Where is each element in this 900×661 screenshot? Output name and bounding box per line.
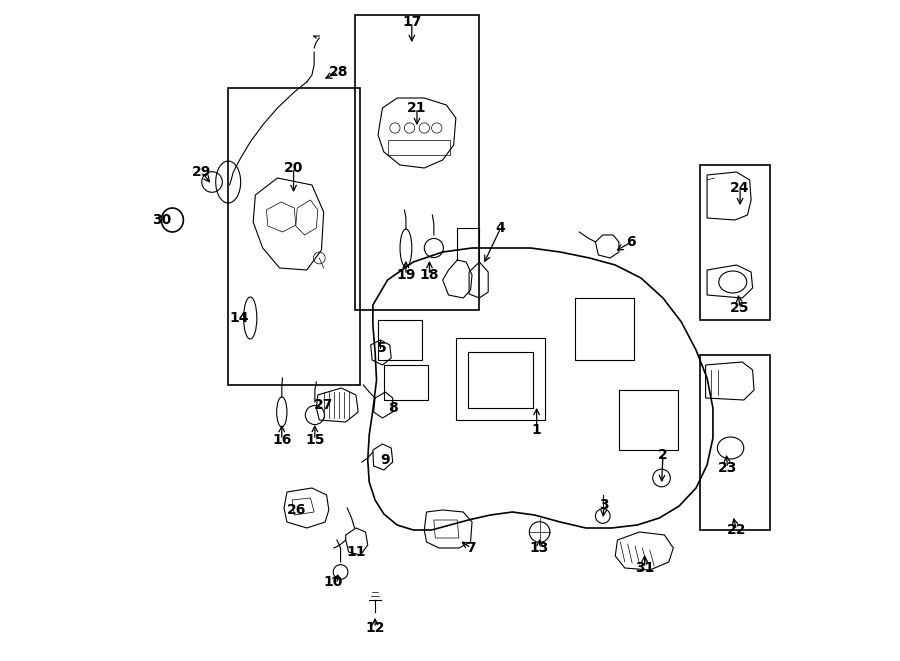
Text: 6: 6 xyxy=(626,235,636,249)
Text: 1: 1 xyxy=(532,423,542,437)
Text: 12: 12 xyxy=(365,621,385,635)
Bar xyxy=(699,165,770,320)
Text: 20: 20 xyxy=(284,161,303,175)
Text: 18: 18 xyxy=(419,268,439,282)
Text: 17: 17 xyxy=(402,15,421,29)
Text: 14: 14 xyxy=(230,311,249,325)
Text: 26: 26 xyxy=(287,503,306,517)
Text: 10: 10 xyxy=(323,575,343,589)
Bar xyxy=(355,15,480,310)
Text: 28: 28 xyxy=(328,65,348,79)
Text: 3: 3 xyxy=(599,498,609,512)
Text: 15: 15 xyxy=(305,433,325,447)
Text: 31: 31 xyxy=(634,561,654,575)
Text: 19: 19 xyxy=(396,268,416,282)
Bar xyxy=(229,88,360,385)
Text: 22: 22 xyxy=(726,523,746,537)
Text: 8: 8 xyxy=(388,401,398,415)
Bar xyxy=(699,355,770,530)
Text: 2: 2 xyxy=(658,448,668,462)
Text: 30: 30 xyxy=(152,213,172,227)
Text: 24: 24 xyxy=(731,181,750,195)
Text: 4: 4 xyxy=(496,221,506,235)
Text: 11: 11 xyxy=(346,545,365,559)
Text: 7: 7 xyxy=(466,541,476,555)
Text: 25: 25 xyxy=(731,301,750,315)
Text: 13: 13 xyxy=(530,541,549,555)
Text: 21: 21 xyxy=(407,101,427,115)
Text: 23: 23 xyxy=(718,461,737,475)
Text: 16: 16 xyxy=(272,433,292,447)
Text: 29: 29 xyxy=(192,165,211,179)
Text: 9: 9 xyxy=(381,453,391,467)
Text: 5: 5 xyxy=(377,341,387,355)
Text: 27: 27 xyxy=(314,398,333,412)
